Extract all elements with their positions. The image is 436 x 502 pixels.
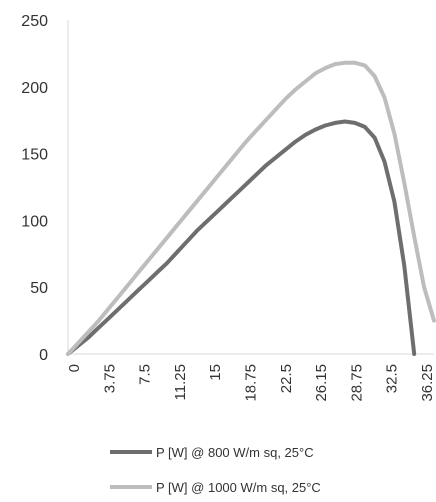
x-tick-label-6: 22.5 <box>278 364 295 393</box>
y-tick-label-150: 150 <box>21 147 48 164</box>
x-tick-label-1: 3.75 <box>101 364 118 393</box>
x-tick-label-3: 11.25 <box>172 364 189 400</box>
y-tick-label-0: 0 <box>39 347 48 364</box>
x-tick-label-9: 32.5 <box>384 364 401 393</box>
y-tick-label-250: 250 <box>21 13 48 30</box>
legend-label-2: P [W] @ 1000 W/m sq, 25°C <box>156 480 321 495</box>
x-tick-label-2: 7.5 <box>137 364 154 385</box>
x-tick-label-8: 28.75 <box>348 364 365 402</box>
x-tick-label-10: 36.25 <box>419 364 436 402</box>
x-tick-label-0: 0 <box>66 364 83 372</box>
x-tick-label-4: 15 <box>207 364 224 381</box>
axes <box>67 20 434 355</box>
legend-label-1: P [W] @ 800 W/m sq, 25°C <box>156 445 314 460</box>
x-tick-labels: 0 3.75 7.5 11.25 15 18.75 22.5 26.15 28.75 32.5 36… <box>66 364 436 402</box>
y-tick-label-200: 200 <box>21 80 48 97</box>
series-line-2 <box>66 60 436 356</box>
series-line-1 <box>66 119 417 356</box>
y-tick-label-50: 50 <box>30 280 48 297</box>
y-tick-label-100: 100 <box>21 213 48 230</box>
x-tick-label-5: 18.75 <box>243 364 260 402</box>
series-lines <box>66 60 436 356</box>
x-tick-label-7: 26.15 <box>313 364 330 402</box>
y-tick-labels: 0 50 100 150 200 250 <box>21 13 48 364</box>
legend: P [W] @ 800 W/m sq, 25°C P [W] @ 1000 W/m… <box>110 445 321 495</box>
